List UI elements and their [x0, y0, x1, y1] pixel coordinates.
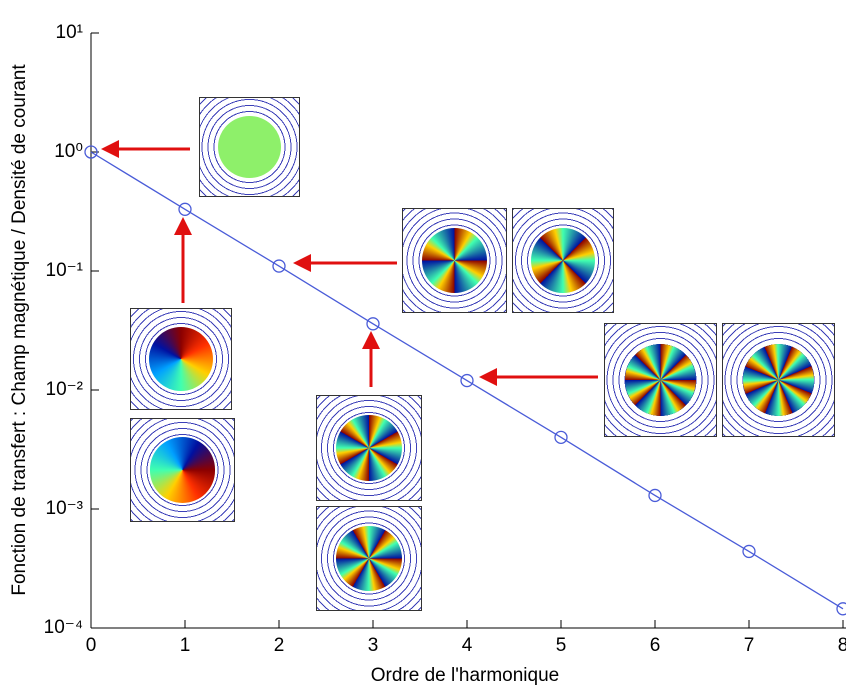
inset [130, 308, 232, 410]
marker [648, 488, 662, 503]
marker [836, 602, 846, 616]
x-tick-label: 7 [744, 635, 755, 656]
disk [335, 414, 403, 482]
inset [512, 208, 614, 313]
inset [402, 208, 507, 313]
disk [624, 344, 696, 416]
inset [316, 395, 422, 501]
y-tick-label: 10⁰ [54, 141, 83, 162]
marker [272, 259, 286, 273]
x-axis-title: Ordre de l'harmonique [371, 665, 559, 686]
y-axis-title: Fonction de transfert : Champ magnétique… [9, 64, 30, 596]
disk [742, 344, 814, 416]
marker [460, 373, 474, 388]
disk [149, 437, 216, 503]
x-tick-label: 1 [180, 635, 191, 656]
x-tick-label: 4 [462, 635, 473, 656]
disk [217, 115, 282, 179]
y-tick-label: 10⁻¹ [46, 260, 84, 281]
y-tick-label: 10⁻² [46, 379, 84, 400]
inset [604, 323, 717, 437]
x-tick-label: 8 [838, 635, 846, 656]
inset [316, 506, 422, 611]
y-tick-label: 10⁻⁴ [44, 617, 83, 638]
marker [366, 317, 380, 331]
marker [742, 544, 756, 559]
x-tick-label: 2 [274, 635, 285, 656]
line [90, 151, 844, 610]
y-tick-label: 10¹ [56, 22, 83, 43]
x-tick-label: 5 [556, 635, 567, 656]
inset [722, 323, 835, 437]
inset [130, 418, 235, 522]
marker [84, 145, 98, 159]
marker [178, 202, 192, 216]
disk [531, 227, 595, 294]
disk [421, 227, 488, 294]
marker [554, 430, 568, 445]
disk [335, 525, 403, 592]
arrows [101, 140, 598, 387]
disk [149, 327, 213, 391]
x-tick-label: 0 [86, 635, 97, 656]
x-tick-label: 3 [368, 635, 379, 656]
y-tick-label: 10⁻³ [46, 498, 84, 519]
x-tick-label: 6 [650, 635, 661, 656]
inset [199, 97, 300, 197]
